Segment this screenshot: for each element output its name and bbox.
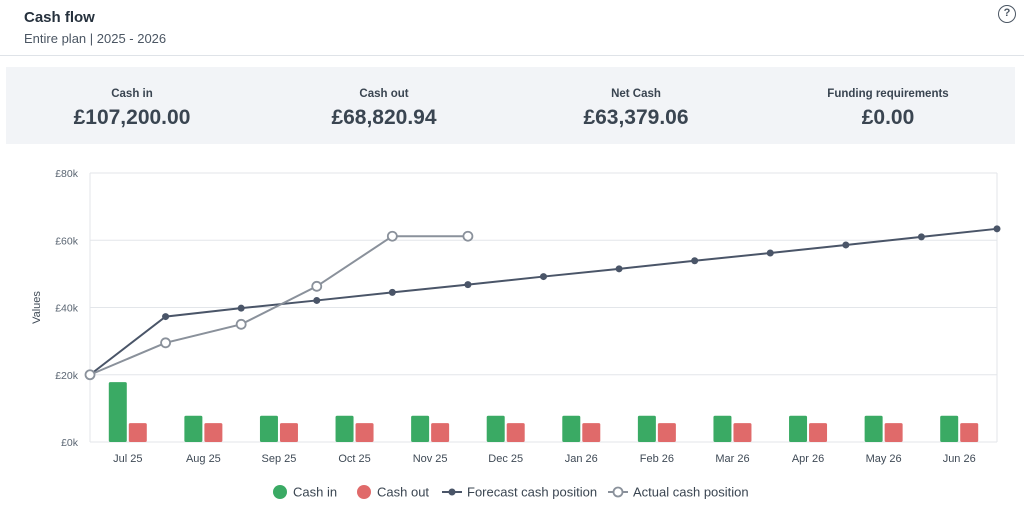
legend-label: Cash out [377, 485, 429, 500]
chart-header: Cash flow Entire plan | 2025 - 2026 ? [0, 0, 1024, 56]
stat-value: £63,379.06 [583, 106, 689, 129]
point-actual [311, 280, 323, 292]
legend: Cash in Cash out Forecast cash position Act… [273, 485, 749, 500]
grid-lines [89, 172, 998, 443]
bar-cash-in [259, 415, 278, 442]
bar-cash-out [960, 423, 979, 442]
legend-label: Cash in [293, 485, 337, 500]
stat-funding-requirements: Funding requirements £0.00 [762, 67, 1014, 144]
bar-cash-in [335, 415, 354, 442]
bar-cash-out [279, 423, 298, 442]
point-forecast [691, 257, 699, 265]
y-tick-label: £40k [55, 303, 79, 315]
y-tick-label: £20k [55, 370, 79, 382]
stat-label: Funding requirements [827, 88, 949, 100]
legend-marker [357, 485, 371, 499]
x-tick-label: Oct 25 [338, 453, 370, 465]
bar-cash-out [204, 423, 223, 442]
legend-label: Actual cash position [633, 485, 749, 500]
question-circle-icon[interactable]: ? [998, 5, 1016, 23]
bar-cash-out [506, 423, 525, 442]
legend-item: Forecast cash position [442, 485, 597, 500]
bar-cash-out [884, 423, 903, 442]
y-axis-title: Values [31, 291, 43, 324]
bar-cash-out [128, 423, 147, 442]
point-forecast [388, 288, 396, 296]
bar-cash-in [789, 415, 808, 442]
bar-cash-in [713, 415, 732, 442]
point-actual [462, 230, 474, 242]
legend-item: Cash out [357, 485, 429, 500]
point-forecast [993, 225, 1001, 233]
stat-label: Cash out [359, 88, 409, 100]
bar-cash-in [411, 415, 430, 442]
x-tick-label: Sep 25 [262, 453, 297, 465]
point-forecast [237, 304, 245, 312]
legend-marker [612, 486, 624, 498]
point-forecast [464, 281, 472, 289]
bar-cash-out [355, 423, 374, 442]
x-tick-label: Jul 25 [113, 453, 142, 465]
x-tick-label: Apr 26 [792, 453, 824, 465]
x-tick-label: Jan 26 [565, 453, 598, 465]
stat-net-cash: Net Cash £63,379.06 [510, 67, 762, 144]
stat-value: £68,820.94 [331, 106, 437, 129]
point-forecast [162, 313, 170, 321]
point-forecast [766, 249, 774, 257]
lines [84, 225, 1001, 381]
bar-cash-in [562, 415, 581, 442]
bars [108, 382, 979, 442]
bar-cash-out [733, 423, 752, 442]
cash-flow-chart: £0k £20k £40k £60k £80k Values Jul 25 Aug 25 Sep… [31, 168, 1001, 500]
point-forecast [842, 241, 850, 249]
axis-labels: £0k £20k £40k £60k £80k Values Jul 25 Aug 25 Sep… [31, 168, 976, 465]
point-forecast [313, 296, 321, 304]
line-forecast-cash-position [89, 227, 998, 376]
stat-value: £0.00 [861, 106, 915, 129]
bar-cash-in [486, 415, 505, 442]
stat-cash-in: Cash in £107,200.00 [6, 67, 258, 144]
point-actual [235, 318, 247, 330]
bar-cash-in [940, 415, 959, 442]
point-forecast [917, 233, 925, 241]
y-tick-label: £60k [55, 235, 79, 247]
x-tick-label: Nov 25 [413, 453, 448, 465]
bar-cash-in [184, 415, 203, 442]
bar-cash-out [431, 423, 450, 442]
x-tick-label: May 26 [866, 453, 902, 465]
legend-item: Actual cash position [608, 485, 749, 500]
x-tick-label: Aug 25 [186, 453, 221, 465]
y-tick-label: £0k [61, 437, 79, 449]
x-tick-label: Feb 26 [640, 453, 674, 465]
plan-period-subtitle: Entire plan | 2025 - 2026 [24, 31, 167, 46]
bar-cash-in [864, 415, 883, 442]
y-tick-label: £80k [55, 168, 79, 180]
legend-label: Forecast cash position [467, 485, 597, 500]
legend-marker [273, 485, 287, 499]
bar-cash-out [657, 423, 676, 442]
stat-label: Net Cash [611, 88, 661, 100]
point-actual [84, 369, 96, 381]
bar-cash-in [637, 415, 656, 442]
legend-marker [448, 488, 456, 496]
bar-cash-out [809, 423, 828, 442]
x-tick-label: Mar 26 [715, 453, 749, 465]
summary-panel: Cash in £107,200.00 Cash out £68,820.94 … [6, 67, 1015, 144]
stat-cash-out: Cash out £68,820.94 [258, 67, 510, 144]
page-title: Cash flow [24, 9, 95, 26]
x-tick-label: Dec 25 [488, 453, 523, 465]
point-forecast [615, 265, 623, 273]
x-tick-label: Jun 26 [943, 453, 976, 465]
bar-cash-in [108, 382, 127, 442]
point-actual [160, 337, 171, 349]
stat-label: Cash in [111, 88, 153, 100]
bar-cash-out [582, 423, 601, 442]
point-actual [386, 230, 398, 242]
line-actual-cash-position [89, 235, 468, 376]
legend-item: Cash in [273, 485, 337, 500]
stat-value: £107,200.00 [73, 106, 191, 129]
point-forecast [540, 273, 547, 281]
